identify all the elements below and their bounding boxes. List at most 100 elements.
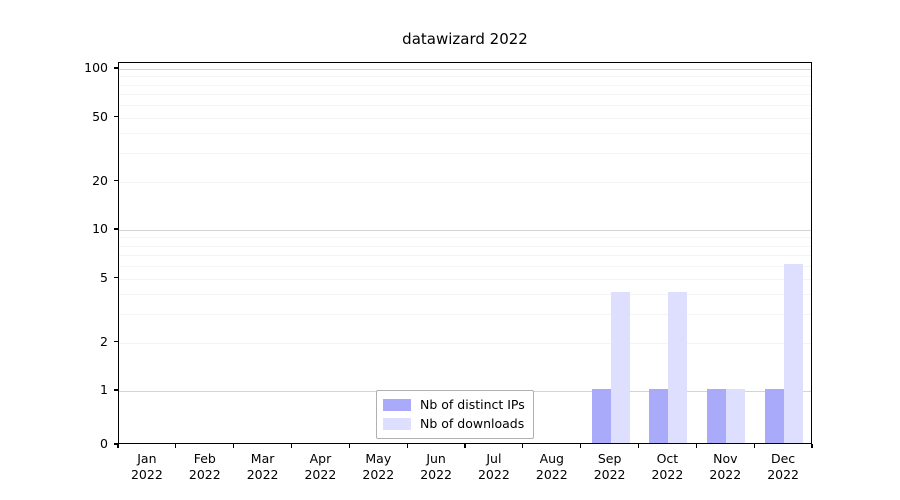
gridline	[119, 254, 811, 256]
x-tick-mark	[406, 444, 408, 448]
y-tick-mark	[114, 389, 118, 391]
x-tick-label-line: Nov	[713, 451, 738, 466]
gridline	[119, 342, 811, 344]
x-tick-label-line: 2022	[420, 467, 452, 482]
x-tick-mark	[175, 444, 177, 448]
y-tick-mark	[114, 115, 118, 118]
y-tick-label: 1	[100, 382, 108, 397]
bar-dec-2022-ips	[765, 389, 785, 443]
x-tick-label-line: Sep	[597, 451, 622, 466]
x-tick-mark	[580, 444, 582, 448]
bar-sep-2022-ips	[591, 389, 611, 443]
y-tick-label: 100	[84, 60, 108, 75]
legend-item[interactable]: Nb of distinct IPs	[383, 395, 525, 414]
x-tick-label-line: 2022	[535, 467, 568, 482]
x-tick-mark	[464, 444, 466, 448]
gridline	[119, 133, 811, 135]
y-tick-label: 2	[100, 333, 108, 349]
x-tick-label-line: 2022	[477, 467, 510, 482]
legend-label: Nb of downloads	[420, 416, 525, 431]
x-tick-mark	[348, 444, 350, 448]
x-tick-label-line: 2022	[304, 467, 337, 482]
x-tick-label-line: Oct	[656, 451, 679, 466]
x-tick-label-line: Jun	[426, 451, 446, 466]
x-tick-label-line: 2022	[246, 467, 279, 482]
x-tick-mark	[695, 444, 697, 448]
x-tick-mark	[637, 444, 640, 448]
x-tick-label: Aug 2022	[512, 451, 592, 483]
y-tick-label: 5	[100, 269, 108, 285]
x-tick-label-line: 2022	[593, 467, 626, 482]
gridline	[119, 84, 811, 86]
x-tick-label-line: 2022	[188, 467, 221, 482]
legend-swatch-icon	[383, 398, 411, 411]
x-tick-label-line: May	[365, 451, 392, 466]
legend-swatch-icon	[383, 417, 411, 430]
x-tick-label-line: Jul	[486, 451, 502, 466]
x-tick-label: Jan 2022	[107, 451, 187, 483]
x-tick-mark	[117, 444, 119, 448]
gridline	[119, 245, 811, 247]
legend-label: Nb of distinct IPs	[420, 397, 525, 412]
y-tick-mark	[114, 340, 118, 343]
bar-nov-2022-downloads	[726, 389, 746, 443]
chart-legend: Nb of distinct IPs Nb of downloads	[376, 390, 534, 439]
gridline	[119, 104, 811, 106]
gridline	[119, 181, 811, 183]
gridline	[119, 314, 811, 316]
x-tick-mark	[290, 444, 293, 448]
gridline	[119, 93, 811, 95]
x-tick-label: Oct 2022	[627, 451, 707, 483]
gridline	[119, 117, 811, 119]
y-tick-label: 50	[92, 108, 108, 124]
x-tick-label: Feb 2022	[165, 451, 245, 483]
x-tick-label-line: 2022	[130, 467, 163, 482]
gridline	[119, 69, 811, 70]
x-tick-label-line: Aug	[539, 451, 564, 466]
x-tick-label: Mar 2022	[223, 451, 303, 483]
x-tick-label: May 2022	[338, 451, 418, 483]
x-tick-label-line: 2022	[709, 467, 742, 482]
bar-oct-2022-ips	[649, 389, 669, 443]
chart-title: datawizard 2022	[402, 30, 528, 48]
x-tick-label-line: 2022	[362, 467, 395, 482]
gridline	[119, 230, 811, 231]
x-tick-label: Dec 2022	[743, 451, 823, 483]
x-tick-label-line: Dec	[770, 451, 796, 466]
plot-area	[118, 62, 812, 444]
x-tick-label: Apr 2022	[280, 451, 360, 483]
y-tick-label: 20	[92, 172, 108, 188]
x-tick-label-line: Mar	[250, 451, 275, 466]
y-tick-label: 10	[92, 221, 108, 236]
x-tick-label-line: Feb	[193, 451, 216, 466]
gridline	[119, 294, 811, 296]
bar-dec-2022-downloads	[784, 263, 804, 443]
x-tick-label-line: Apr	[309, 451, 332, 466]
x-tick-mark	[522, 444, 524, 448]
x-tick-label: Nov 2022	[685, 451, 765, 483]
gridline	[119, 237, 811, 239]
y-tick-mark	[114, 276, 118, 279]
legend-item[interactable]: Nb of downloads	[383, 414, 525, 433]
bar-oct-2022-downloads	[668, 292, 688, 443]
x-tick-label: Jun 2022	[396, 451, 476, 483]
bar-nov-2022-ips	[707, 389, 727, 443]
y-tick-mark	[114, 228, 118, 230]
y-tick-label: 0	[100, 436, 108, 451]
bar-sep-2022-downloads	[610, 292, 630, 443]
gridline	[119, 153, 811, 155]
x-tick-mark	[811, 444, 813, 448]
x-tick-label: Sep 2022	[570, 451, 650, 483]
x-tick-label: Jul 2022	[454, 451, 534, 483]
gridline	[119, 278, 811, 280]
y-tick-mark	[114, 443, 118, 445]
y-tick-mark	[114, 67, 118, 69]
y-tick-mark	[114, 179, 118, 182]
x-tick-label-line: 2022	[651, 467, 684, 482]
x-tick-mark	[233, 444, 235, 448]
x-tick-label-line: 2022	[767, 467, 799, 482]
x-tick-label-line: Jan	[137, 451, 157, 466]
gridline	[119, 76, 811, 78]
gridline	[119, 265, 811, 267]
